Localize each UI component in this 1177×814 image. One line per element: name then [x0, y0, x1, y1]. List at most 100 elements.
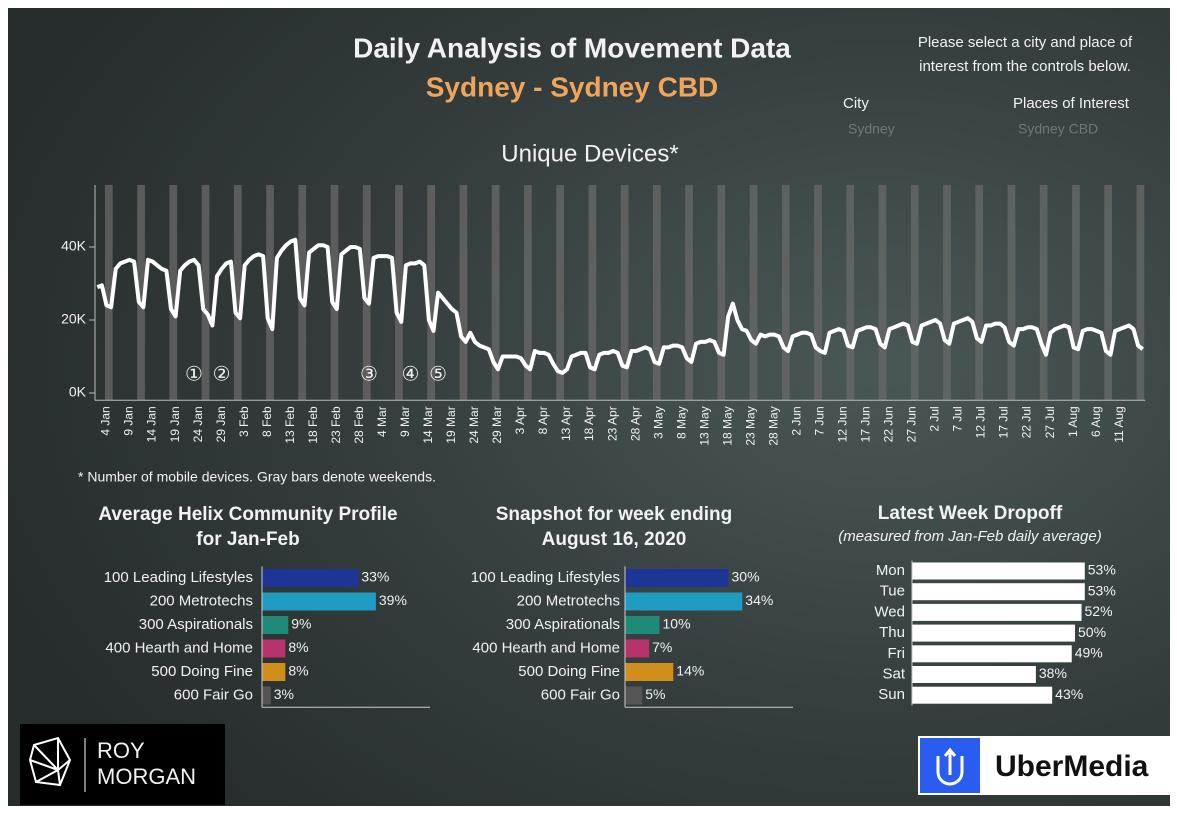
- title: Daily Analysis of Movement Data: [353, 32, 791, 63]
- x-tick-label: 28 Apr: [628, 406, 642, 441]
- value-label: 3%: [274, 686, 294, 702]
- category-label: 500 Doing Fine: [518, 663, 620, 680]
- weekend-bar: [717, 184, 726, 401]
- annotation: ⑤: [429, 362, 447, 386]
- x-tick-label: 19 Jan: [168, 406, 182, 442]
- bar: [625, 616, 660, 634]
- x-tick-label: 24 Jan: [191, 406, 205, 442]
- chart-title: for Jan-Feb: [196, 529, 299, 550]
- x-tick-label: 7 Jul: [951, 406, 965, 431]
- x-tick-label: 8 Feb: [260, 406, 274, 437]
- annotation: ①: [185, 362, 203, 386]
- category-label: 100 Leading Lifestyles: [104, 569, 253, 586]
- weekend-bar: [846, 184, 855, 401]
- category-label: 300 Aspirationals: [139, 616, 253, 633]
- bar: [912, 666, 1036, 683]
- value-label: 14%: [676, 663, 704, 679]
- x-tick-label: 29 Jan: [214, 406, 228, 442]
- x-tick-label: 12 Jun: [836, 406, 850, 442]
- bar: [912, 583, 1085, 601]
- logo-text: MORGAN: [97, 764, 196, 789]
- value-label: 52%: [1085, 603, 1113, 619]
- bar: [262, 569, 359, 587]
- weekend-bar: [975, 184, 984, 401]
- bar: [625, 592, 743, 611]
- weekend-bar: [652, 184, 661, 401]
- category-label: Wed: [874, 603, 905, 620]
- x-tick-label: 24 Mar: [467, 406, 481, 443]
- value-label: 8%: [288, 639, 308, 655]
- x-tick-label: 3 Feb: [237, 406, 251, 437]
- x-tick-label: 8 Apr: [536, 406, 550, 434]
- instructions: Please select a city and place of: [918, 34, 1133, 51]
- x-tick-label: 13 Apr: [559, 406, 573, 441]
- value-label: 34%: [745, 592, 773, 608]
- x-tick-label: 27 Jun: [905, 406, 919, 442]
- category-label: Sun: [878, 686, 905, 703]
- x-tick-label: 9 Mar: [398, 406, 412, 437]
- x-tick-label: 23 Feb: [329, 406, 343, 444]
- category-label: Thu: [879, 624, 905, 641]
- value-label: 38%: [1039, 665, 1067, 681]
- bar: [262, 686, 271, 705]
- weekend-bar: [910, 184, 919, 401]
- value-label: 49%: [1075, 645, 1103, 661]
- bar: [625, 686, 643, 705]
- x-tick-label: 17 Jun: [859, 406, 873, 442]
- control-value[interactable]: Sydney: [848, 121, 895, 137]
- value-label: 5%: [645, 686, 665, 702]
- control-value[interactable]: Sydney CBD: [1018, 121, 1098, 137]
- annotation: ②: [213, 362, 231, 386]
- x-tick-label: 8 May: [674, 406, 688, 439]
- value-label: 53%: [1088, 582, 1116, 598]
- bar: [912, 624, 1075, 642]
- x-tick-label: 11 Aug: [1112, 406, 1126, 442]
- category-label: 400 Hearth and Home: [472, 639, 620, 656]
- category-label: 600 Fair Go: [174, 686, 253, 703]
- weekend-bar: [298, 184, 307, 401]
- weekend-bar: [1104, 184, 1113, 401]
- y-tick-label: 40K: [61, 238, 87, 254]
- x-tick-label: 12 Jul: [974, 406, 988, 438]
- category-label: 500 Doing Fine: [151, 663, 253, 680]
- x-tick-label: 6 Aug: [1089, 406, 1103, 437]
- x-tick-label: 3 May: [651, 406, 665, 439]
- x-tick-label: 22 Jun: [882, 406, 896, 442]
- category-label: 600 Fair Go: [541, 686, 620, 703]
- x-tick-label: 4 Mar: [375, 406, 389, 437]
- bar: [262, 616, 289, 634]
- y-tick-label: 0K: [69, 384, 87, 400]
- x-tick-label: 19 Mar: [444, 406, 458, 443]
- x-tick-label: 7 Jun: [813, 406, 827, 435]
- weekend-bar: [330, 184, 339, 401]
- annotation: ④: [401, 362, 419, 386]
- chart-subtitle: (measured from Jan-Feb daily average): [838, 528, 1101, 545]
- value-label: 9%: [291, 616, 311, 632]
- x-tick-label: 23 May: [743, 406, 757, 445]
- x-tick-label: 28 May: [766, 406, 780, 445]
- x-tick-label: 28 Feb: [352, 406, 366, 444]
- x-tick-label: 17 Jul: [997, 406, 1011, 438]
- x-tick-label: 2 Jun: [789, 406, 803, 435]
- weekend-bar: [395, 184, 403, 401]
- category-label: Sat: [882, 665, 905, 682]
- category-label: 300 Aspirationals: [506, 616, 620, 633]
- subtitle: Sydney - Sydney CBD: [426, 71, 719, 102]
- bar: [262, 592, 376, 611]
- category-label: 200 Metrotechs: [517, 592, 620, 609]
- chart-title: Snapshot for week ending: [496, 504, 732, 525]
- x-tick-label: 18 Apr: [582, 406, 596, 441]
- bar: [912, 686, 1053, 704]
- x-tick-label: 23 Apr: [605, 406, 619, 441]
- x-tick-label: 13 Feb: [283, 406, 297, 444]
- bar: [262, 639, 286, 658]
- bar: [625, 639, 650, 658]
- category-label: Tue: [880, 583, 905, 600]
- x-tick-label: 4 Jan: [99, 406, 113, 435]
- weekend-bar: [459, 184, 468, 401]
- chart-title: Average Helix Community Profile: [98, 504, 397, 525]
- chart-title: Latest Week Dropoff: [878, 503, 1063, 524]
- logo-text: UberMedia: [995, 750, 1149, 783]
- x-tick-label: 2 Jul: [928, 406, 942, 431]
